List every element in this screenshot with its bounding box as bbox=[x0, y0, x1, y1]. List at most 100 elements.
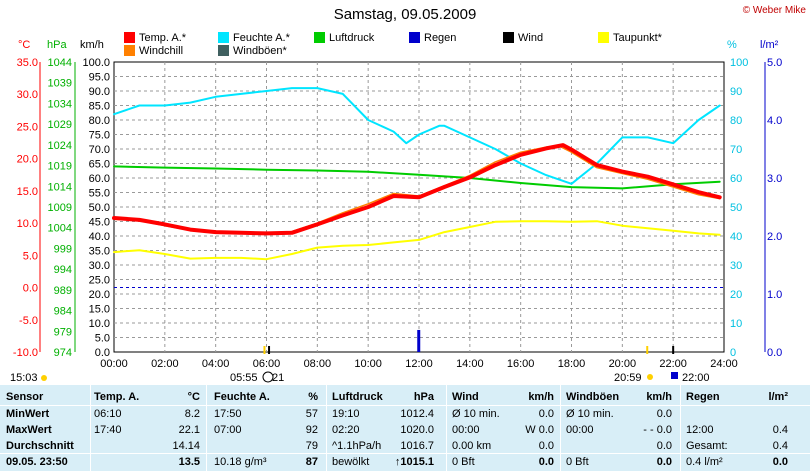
table-cell: Ø 10 min. bbox=[566, 408, 614, 420]
humidity-axis-header: % bbox=[727, 39, 737, 51]
pressure-tick-label: 979 bbox=[54, 326, 72, 338]
legend-label: Windböen* bbox=[233, 45, 287, 57]
table-cell: 1012.4 bbox=[400, 408, 434, 420]
temp-tick-label: -5.0 bbox=[19, 315, 38, 327]
table-cell: 0 Bft bbox=[452, 456, 475, 468]
x-tick-label: 00:00 bbox=[100, 358, 128, 370]
table-cell: 0.0 bbox=[538, 440, 554, 452]
legend-swatch bbox=[598, 32, 609, 43]
table-cell: ↑1015.1 bbox=[394, 456, 434, 468]
pressure-tick-label: 1014 bbox=[48, 181, 72, 193]
rain-tick-label: 3.0 bbox=[767, 173, 782, 185]
legend-label: Luftdruck bbox=[329, 32, 375, 44]
rain-tick-label: 0.0 bbox=[767, 347, 782, 359]
table-header-cell: % bbox=[308, 391, 318, 403]
series-line-temp-a bbox=[112, 143, 722, 236]
table-column-divider bbox=[206, 385, 207, 471]
table-cell: - - 0.0 bbox=[643, 424, 672, 436]
rain-tick-label: 2.0 bbox=[767, 231, 782, 243]
legend-windchill: Windchill bbox=[124, 45, 183, 57]
x-tick-label: 10:00 bbox=[354, 358, 382, 370]
pressure-axis-header: hPa bbox=[47, 39, 67, 51]
humidity-tick-label: 70 bbox=[730, 144, 742, 156]
wind-axis-header: km/h bbox=[80, 39, 104, 51]
x-tick-label: 22:00 bbox=[659, 358, 687, 370]
table-header-cell: Regen bbox=[686, 391, 720, 403]
table-cell: 0.00 km bbox=[452, 440, 492, 452]
table-cell: Durchschnitt bbox=[6, 440, 74, 452]
table-cell: MaxWert bbox=[6, 424, 52, 436]
moon-icon bbox=[262, 371, 274, 383]
legend-wind: Wind bbox=[503, 32, 543, 44]
rain-tick-label: 5.0 bbox=[767, 57, 782, 69]
legend-label: Taupunkt* bbox=[613, 32, 662, 44]
legend-label: Feuchte A.* bbox=[233, 32, 290, 44]
temp-tick-label: 35.0 bbox=[17, 57, 38, 69]
x-tick-label: 12:00 bbox=[405, 358, 433, 370]
legend-swatch bbox=[124, 45, 135, 56]
pressure-tick-label: 1029 bbox=[48, 119, 72, 131]
wind-tick-label: 20.0 bbox=[89, 289, 110, 301]
table-cell: 07:00 bbox=[214, 424, 242, 436]
legend-label: Temp. A.* bbox=[139, 32, 187, 44]
x-tick-label: 18:00 bbox=[558, 358, 586, 370]
humidity-tick-label: 90 bbox=[730, 86, 742, 98]
wind-tick-label: 95.0 bbox=[89, 72, 110, 84]
x-tick-label: 16:00 bbox=[507, 358, 535, 370]
temp-tick-label: 5.0 bbox=[23, 250, 38, 262]
x-tick-label: 06:00 bbox=[253, 358, 281, 370]
legend-swatch bbox=[314, 32, 325, 43]
moon-marker bbox=[268, 346, 271, 354]
legend-swatch bbox=[409, 32, 420, 43]
table-cell: 87 bbox=[305, 456, 318, 468]
legend-swatch bbox=[124, 32, 135, 43]
wind-tick-label: 0.0 bbox=[95, 347, 110, 359]
table-header-cell: Luftdruck bbox=[332, 391, 383, 403]
x-tick-label: 08:00 bbox=[304, 358, 332, 370]
x-tick-label: 24:00 bbox=[710, 358, 738, 370]
table-row-divider bbox=[0, 453, 810, 454]
table-cell: 0.4 bbox=[772, 424, 788, 436]
table-cell: 19:10 bbox=[332, 408, 360, 420]
chart-title: Samstag, 09.05.2009 bbox=[333, 6, 477, 23]
table-header-cell: °C bbox=[187, 391, 200, 403]
wind-tick-label: 85.0 bbox=[89, 101, 110, 113]
current-time-label: 15:03 bbox=[10, 372, 38, 384]
legend-pressure: Luftdruck bbox=[314, 32, 374, 44]
wind-tick-label: 40.0 bbox=[89, 231, 110, 243]
wind-tick-label: 80.0 bbox=[89, 115, 110, 127]
legend-gusts: Windböen* bbox=[218, 45, 287, 57]
table-cell: 02:20 bbox=[332, 424, 360, 436]
wind-tick-label: 30.0 bbox=[89, 260, 110, 272]
legend-temp: Temp. A.* bbox=[124, 32, 186, 44]
table-cell: ^1.1hPa/h bbox=[332, 440, 382, 452]
temp-tick-label: 0.0 bbox=[23, 283, 38, 295]
moonrise-time: 21 bbox=[272, 372, 285, 384]
pressure-tick-label: 974 bbox=[54, 347, 72, 359]
pressure-tick-label: 999 bbox=[54, 243, 72, 255]
legend-swatch bbox=[503, 32, 514, 43]
table-column-divider bbox=[560, 385, 561, 471]
table-cell: 22.1 bbox=[178, 424, 200, 436]
weather-chart: 35.0 30.0 25.0 20.0 15.0 10.0 5.0 0.0 -5.0 -10.0 1… bbox=[13, 57, 782, 383]
legend-swatch bbox=[218, 32, 229, 43]
table-cell: 57 bbox=[305, 408, 318, 420]
rain-tick-label: 4.0 bbox=[767, 115, 782, 127]
rain-bar bbox=[417, 329, 421, 352]
table-header-cell: hPa bbox=[413, 391, 434, 403]
humidity-tick-label: 10 bbox=[730, 318, 742, 330]
table-column-divider bbox=[90, 385, 91, 471]
x-tick-label: 04:00 bbox=[202, 358, 230, 370]
table-cell: MinWert bbox=[6, 408, 50, 420]
temp-tick-label: -10.0 bbox=[13, 347, 38, 359]
sunrise-marker bbox=[263, 346, 266, 354]
wind-tick-label: 10.0 bbox=[89, 318, 110, 330]
table-column-divider bbox=[446, 385, 447, 471]
table-column-divider bbox=[326, 385, 327, 471]
moonset-marker bbox=[672, 346, 675, 354]
temp-axis-header: °C bbox=[18, 39, 31, 51]
table-cell: 0.0 bbox=[656, 440, 672, 452]
table-cell: 0.0 bbox=[772, 456, 788, 468]
wind-tick-label: 100.0 bbox=[82, 57, 110, 69]
x-tick-label: 14:00 bbox=[456, 358, 484, 370]
